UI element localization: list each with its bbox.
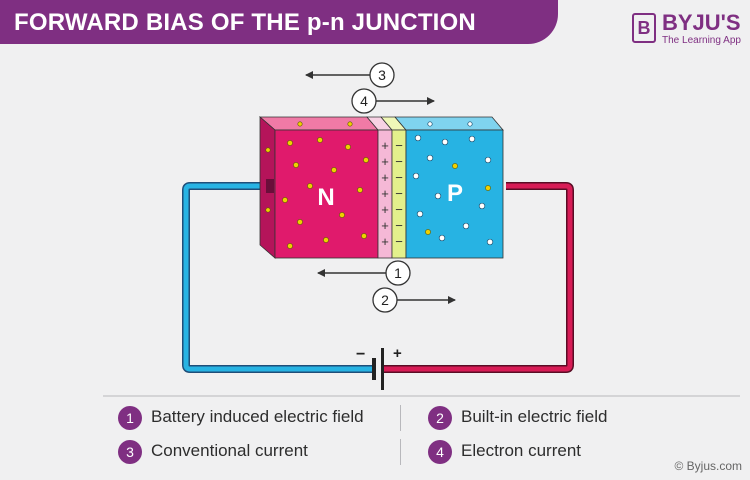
negative-ion: − [395,138,403,153]
negative-ion: − [395,186,403,201]
electron-dot [363,157,369,163]
p-region-holes [412,121,494,246]
electron-dot [347,121,353,127]
legend-divider-top [400,405,401,431]
hole-dot [438,234,446,242]
electron-dot [485,185,491,191]
battery-minus-sign: − [356,346,365,363]
legend-number-1: 1 [118,406,142,430]
marker-circle-3 [369,62,395,88]
copyright-notice: © Byjus.com [674,459,742,473]
electron-dot [287,140,293,146]
hole-dot [468,135,476,143]
battery-long-plate [381,348,384,390]
negative-ion: − [395,234,403,249]
hole-dot [416,210,424,218]
electron-dot [265,147,271,153]
n-terminal [266,179,274,193]
legend-number-4: 4 [428,440,452,464]
battery-plus-sign: + [393,345,402,362]
n-region-top-face [258,116,379,131]
legend-label-2: Built-in electric field [461,407,608,426]
positive-ion: + [381,138,389,153]
marker-number-3: 3 [378,67,386,83]
title-banner: FORWARD BIAS OF THE p-n JUNCTION [0,0,558,44]
battery-short-plate [372,358,376,380]
negative-ions: − − − − − − − [395,138,403,249]
negative-ion: − [395,202,403,217]
brand-logo: B BYJU'S The Learning App [632,11,744,51]
positive-ion: + [381,202,389,217]
hole-dot [486,238,494,246]
logo-mark: B [632,13,656,43]
positive-ion: + [381,186,389,201]
electron-dot [452,163,458,169]
negative-ion: − [395,170,403,185]
legend-number-3: 3 [118,440,142,464]
electron-dot [297,219,303,225]
legend-label-3: Conventional current [151,441,308,460]
marker-number-1: 1 [394,265,402,281]
electron-dot [425,229,431,235]
electron-dot [287,243,293,249]
p-region-top-face [394,116,504,131]
legend-number-2: 2 [428,406,452,430]
positive-ion: + [381,218,389,233]
p-region-electrons [425,163,491,235]
positive-ion: + [381,170,389,185]
hole-dot [467,121,473,127]
page-title: FORWARD BIAS OF THE p-n JUNCTION [14,9,476,36]
hole-dot [478,202,486,210]
positive-ion: + [381,154,389,169]
electron-dot [317,137,323,143]
hole-dot [414,134,422,142]
hole-dot [426,154,434,162]
marker-circle-2 [372,287,398,313]
electron-dot [331,167,337,173]
p-region [405,129,504,259]
hole-dot [427,121,433,127]
logo-tagline: The Learning App [662,35,741,46]
legend-label-4: Electron current [461,441,581,460]
n-region-electrons [265,121,369,249]
wire-right-fill [384,183,573,372]
marker-circle-4 [351,88,377,114]
marker-circle-1 [385,260,411,286]
logo-name: BYJU'S [662,10,741,35]
positive-ions: + + + + + + + [381,138,389,249]
electron-dot [345,144,351,150]
n-region [274,129,379,259]
negative-ion: − [395,218,403,233]
marker-number-2: 2 [381,292,389,308]
electron-dot [357,187,363,193]
legend-divider-bottom [400,439,401,465]
p-region-label: P [447,180,463,207]
electron-dot [265,207,271,213]
electron-dot [339,212,345,218]
hole-dot [412,172,420,180]
hole-dot [484,156,492,164]
hole-dot [462,222,470,230]
electron-dot [323,237,329,243]
hole-dot [434,192,442,200]
legend-label-1: Battery induced electric field [151,407,364,426]
wire-left-fill [183,183,372,372]
electron-dot [293,162,299,168]
electron-dot [307,183,313,189]
electron-dot [297,121,303,127]
positive-ion: + [381,234,389,249]
electron-dot [282,197,288,203]
marker-number-4: 4 [360,93,368,109]
electron-dot [361,233,367,239]
negative-ion: − [395,154,403,169]
n-region-label: N [317,184,334,211]
hole-dot [441,138,449,146]
